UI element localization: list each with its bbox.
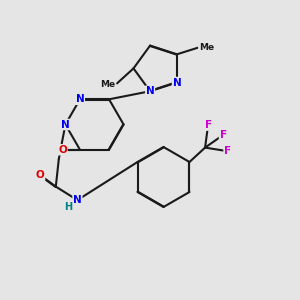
Text: N: N — [146, 86, 154, 96]
Text: F: F — [220, 130, 226, 140]
Text: H: H — [64, 202, 73, 212]
Text: Me: Me — [199, 43, 214, 52]
Text: F: F — [205, 120, 212, 130]
Text: N: N — [61, 119, 70, 130]
Text: O: O — [36, 170, 45, 180]
Text: Me: Me — [100, 80, 116, 89]
Text: O: O — [58, 145, 67, 155]
Text: N: N — [76, 94, 84, 104]
Text: N: N — [172, 77, 181, 88]
Text: N: N — [73, 195, 82, 205]
Text: F: F — [224, 146, 231, 156]
